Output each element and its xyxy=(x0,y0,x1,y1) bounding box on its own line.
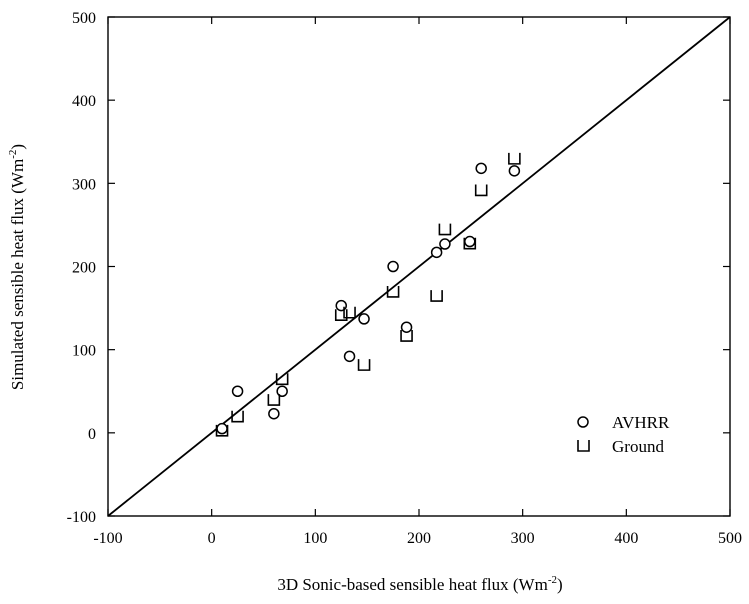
legend-marker-ground xyxy=(577,440,590,452)
avhrr-point xyxy=(268,407,280,420)
ground-point xyxy=(275,373,289,386)
y-tick-label: 400 xyxy=(72,93,96,110)
y-tick-label: 100 xyxy=(72,343,96,360)
ground-point xyxy=(267,394,281,406)
ground-point xyxy=(508,152,521,165)
avhrr-point xyxy=(400,321,413,333)
y-axis-title-superscript: -2 xyxy=(7,150,19,159)
y-tick-label: 300 xyxy=(72,176,96,193)
ground-point xyxy=(215,424,229,437)
ground-point xyxy=(400,330,413,342)
avhrr-point xyxy=(358,313,370,325)
x-tick-label: 300 xyxy=(511,530,535,547)
avhrr-point xyxy=(231,385,244,397)
ground-point xyxy=(430,290,443,302)
avhrr-point xyxy=(475,162,487,175)
x-tick-label: 500 xyxy=(718,530,742,547)
ground-point xyxy=(474,184,488,197)
avhrr-point xyxy=(430,246,443,259)
x-tick-label: 400 xyxy=(614,530,638,547)
x-axis-title: 3D Sonic-based sensible heat flux (Wm-2) xyxy=(277,574,562,594)
avhrr-point xyxy=(216,422,228,435)
x-tick-label: 100 xyxy=(303,530,327,547)
avhrr-point xyxy=(343,350,356,363)
ground-point xyxy=(357,359,371,371)
y-tick-label: 0 xyxy=(88,426,96,443)
avhrr-point xyxy=(464,235,476,248)
reference-line-group xyxy=(107,16,731,517)
legend-label-avhrr: AVHRR xyxy=(612,413,670,432)
y-axis-title-end: ) xyxy=(8,144,27,150)
x-axis-title-end: ) xyxy=(557,575,563,594)
axis-ticks: -100 0 100 200 300 400 500 -100 0 100 200 300 400 500 xyxy=(67,10,742,547)
ground-point xyxy=(231,410,244,423)
x-tick-label: 200 xyxy=(407,530,431,547)
y-tick-label: 500 xyxy=(72,10,96,27)
avhrr-point xyxy=(508,165,521,177)
avhrr-point xyxy=(387,260,399,273)
legend-marker-avhrr xyxy=(577,416,589,428)
ground-point xyxy=(438,223,452,236)
y-tick-label: -100 xyxy=(67,509,96,526)
ground-point xyxy=(334,309,348,322)
ground-point xyxy=(386,285,400,298)
legend: AVHRR Ground xyxy=(577,413,670,456)
legend-label-ground: Ground xyxy=(612,437,664,456)
y-tick-label: 200 xyxy=(72,260,96,277)
ground-point xyxy=(463,237,477,250)
x-tick-label: -100 xyxy=(93,530,122,547)
one-to-one-line xyxy=(107,16,731,517)
y-axis-title: Simulated sensible heat flux (Wm-2) xyxy=(7,144,27,390)
x-axis-title-superscript: -2 xyxy=(548,574,557,586)
ground-point xyxy=(343,306,356,319)
data-points xyxy=(215,152,521,437)
avhrr-point xyxy=(439,238,451,250)
x-tick-label: 0 xyxy=(208,530,216,547)
avhrr-point xyxy=(276,385,288,397)
